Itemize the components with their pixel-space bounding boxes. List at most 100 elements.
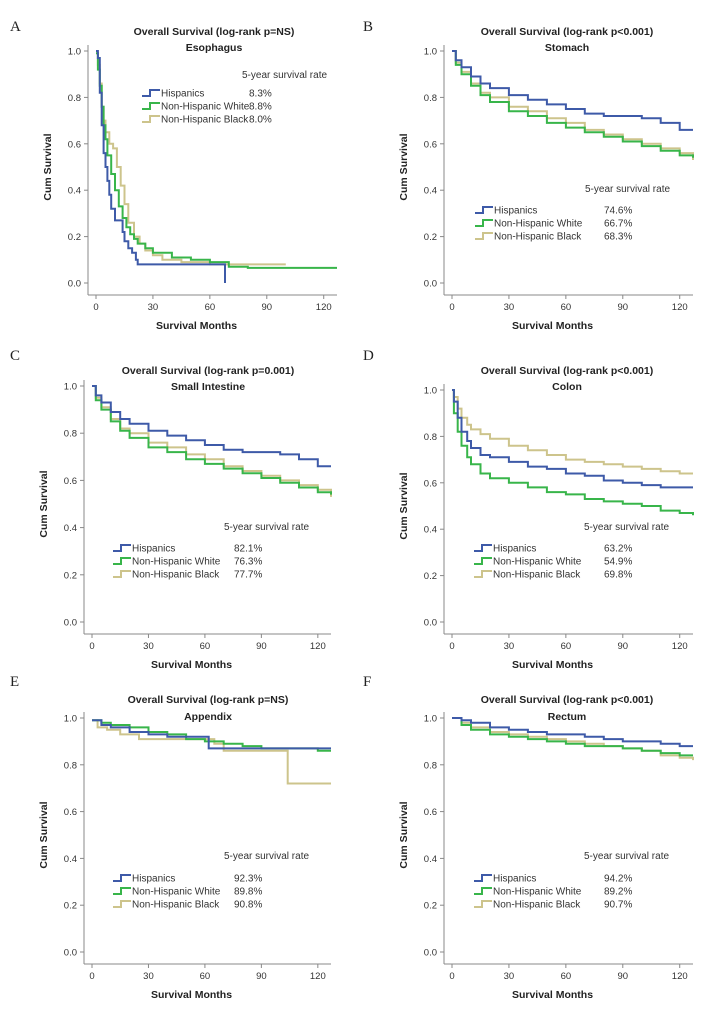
survival-rate-value: 8.3% bbox=[249, 89, 272, 100]
series-line-non-hispanic-white bbox=[96, 52, 337, 269]
x-axis-label: Survival Months bbox=[151, 989, 232, 1001]
x-tick-label: 30 bbox=[143, 641, 154, 652]
panel-letter: D bbox=[363, 348, 374, 364]
x-axis-label: Survival Months bbox=[512, 659, 593, 671]
x-tick-label: 60 bbox=[561, 641, 572, 652]
legend-marker bbox=[474, 544, 492, 552]
legend-marker bbox=[113, 544, 131, 552]
y-axis-label: Cum Survival bbox=[398, 133, 410, 200]
y-tick-label: 0.6 bbox=[424, 139, 437, 150]
legend-marker bbox=[113, 570, 131, 578]
y-tick-label: 0.4 bbox=[64, 523, 77, 534]
panel-letter: C bbox=[10, 348, 20, 364]
y-tick-label: 0.0 bbox=[424, 279, 437, 290]
y-tick-label: 0.4 bbox=[424, 186, 437, 197]
survival-rate-value: 69.8% bbox=[604, 570, 632, 581]
series-line-non-hispanic-black bbox=[92, 385, 332, 497]
y-tick-label: 0.6 bbox=[64, 476, 77, 487]
y-tick-label: 0.0 bbox=[424, 948, 437, 959]
series-line-hispanics bbox=[92, 385, 331, 468]
y-tick-label: 0.2 bbox=[68, 232, 81, 243]
series-line-non-hispanic-black bbox=[452, 50, 694, 160]
series-line-hispanics bbox=[452, 50, 693, 131]
legend-title: 5-year survival rate bbox=[585, 184, 670, 195]
legend-label: Non-Hispanic Black bbox=[132, 900, 220, 911]
chart-subtitle: Stomach bbox=[545, 42, 589, 54]
x-tick-label: 30 bbox=[504, 641, 515, 652]
y-tick-label: 0.2 bbox=[64, 901, 77, 912]
y-tick-label: 0.2 bbox=[64, 570, 77, 581]
panel-letter: B bbox=[363, 19, 373, 35]
survival-rate-value: 82.1% bbox=[234, 544, 262, 555]
x-tick-label: 0 bbox=[93, 302, 98, 313]
chart-title: Overall Survival (log-rank p<0.001) bbox=[481, 26, 653, 38]
y-axis-label: Cum Survival bbox=[42, 133, 54, 200]
x-tick-label: 60 bbox=[205, 302, 216, 313]
survival-rate-value: 77.7% bbox=[234, 570, 262, 581]
y-tick-label: 0.8 bbox=[68, 93, 81, 104]
x-tick-label: 90 bbox=[617, 641, 628, 652]
x-tick-label: 0 bbox=[449, 641, 454, 652]
legend-marker bbox=[142, 115, 160, 123]
chart-subtitle: Appendix bbox=[184, 711, 232, 723]
legend-label: Non-Hispanic White bbox=[493, 557, 582, 568]
chart-subtitle: Rectum bbox=[548, 711, 587, 723]
legend-marker bbox=[475, 206, 493, 214]
chart-title: Overall Survival (log-rank p=NS) bbox=[134, 26, 295, 38]
legend-label: Hispanics bbox=[132, 544, 175, 555]
x-tick-label: 120 bbox=[672, 302, 688, 313]
legend-label: Non-Hispanic White bbox=[493, 887, 582, 898]
legend-marker bbox=[474, 557, 492, 565]
y-tick-label: 0.8 bbox=[64, 429, 77, 440]
chart-subtitle: Small Intestine bbox=[171, 381, 245, 393]
legend-label: Non-Hispanic Black bbox=[161, 115, 249, 126]
panel-letter: A bbox=[10, 19, 21, 35]
y-axis-label: Cum Survival bbox=[38, 470, 50, 537]
series-line-hispanics bbox=[452, 389, 693, 489]
legend-title: 5-year survival rate bbox=[584, 851, 669, 862]
y-tick-label: 0.2 bbox=[424, 232, 437, 243]
legend-marker bbox=[474, 900, 492, 908]
survival-rate-value: 74.6% bbox=[604, 206, 632, 217]
x-axis-label: Survival Months bbox=[151, 659, 232, 671]
y-tick-label: 1.0 bbox=[424, 386, 437, 397]
panel-letter: E bbox=[10, 674, 19, 690]
chart-subtitle: Esophagus bbox=[186, 42, 243, 54]
y-axis-label: Cum Survival bbox=[398, 472, 410, 539]
y-tick-label: 0.0 bbox=[68, 279, 81, 290]
legend-label: Non-Hispanic Black bbox=[494, 232, 582, 243]
x-tick-label: 90 bbox=[261, 302, 272, 313]
panel-letter: F bbox=[363, 674, 371, 690]
legend-label: Non-Hispanic Black bbox=[493, 570, 581, 581]
y-tick-label: 1.0 bbox=[64, 714, 77, 725]
legend-marker bbox=[142, 102, 160, 110]
legend-label: Non-Hispanic White bbox=[494, 219, 583, 230]
x-axis-label: Survival Months bbox=[512, 989, 593, 1001]
y-tick-label: 0.6 bbox=[424, 807, 437, 818]
legend-label: Non-Hispanic Black bbox=[493, 900, 581, 911]
y-tick-label: 0.0 bbox=[424, 618, 437, 629]
survival-rate-value: 8.8% bbox=[249, 102, 272, 113]
legend-marker bbox=[142, 89, 160, 97]
legend-label: Non-Hispanic White bbox=[161, 102, 250, 113]
y-tick-label: 0.6 bbox=[424, 478, 437, 489]
x-axis-label: Survival Months bbox=[156, 320, 237, 332]
series-line-non-hispanic-black bbox=[452, 389, 693, 475]
series-line-non-hispanic-white bbox=[452, 389, 694, 516]
legend-label: Non-Hispanic White bbox=[132, 557, 221, 568]
survival-rate-value: 68.3% bbox=[604, 232, 632, 243]
y-tick-label: 0.4 bbox=[68, 186, 81, 197]
x-tick-label: 0 bbox=[449, 302, 454, 313]
panel-d: D Overall Survival (log-rank p<0.001) Colo… bbox=[363, 348, 694, 671]
survival-rate-value: 8.0% bbox=[249, 115, 272, 126]
x-tick-label: 120 bbox=[310, 641, 326, 652]
chart-title: Overall Survival (log-rank p=0.001) bbox=[122, 365, 294, 377]
chart-subtitle: Colon bbox=[552, 381, 582, 393]
x-tick-label: 90 bbox=[617, 302, 628, 313]
legend-title: 5-year survival rate bbox=[224, 851, 309, 862]
x-tick-label: 120 bbox=[672, 971, 688, 982]
legend-label: Hispanics bbox=[161, 89, 204, 100]
y-tick-label: 1.0 bbox=[68, 47, 81, 58]
legend-label: Hispanics bbox=[132, 874, 175, 885]
